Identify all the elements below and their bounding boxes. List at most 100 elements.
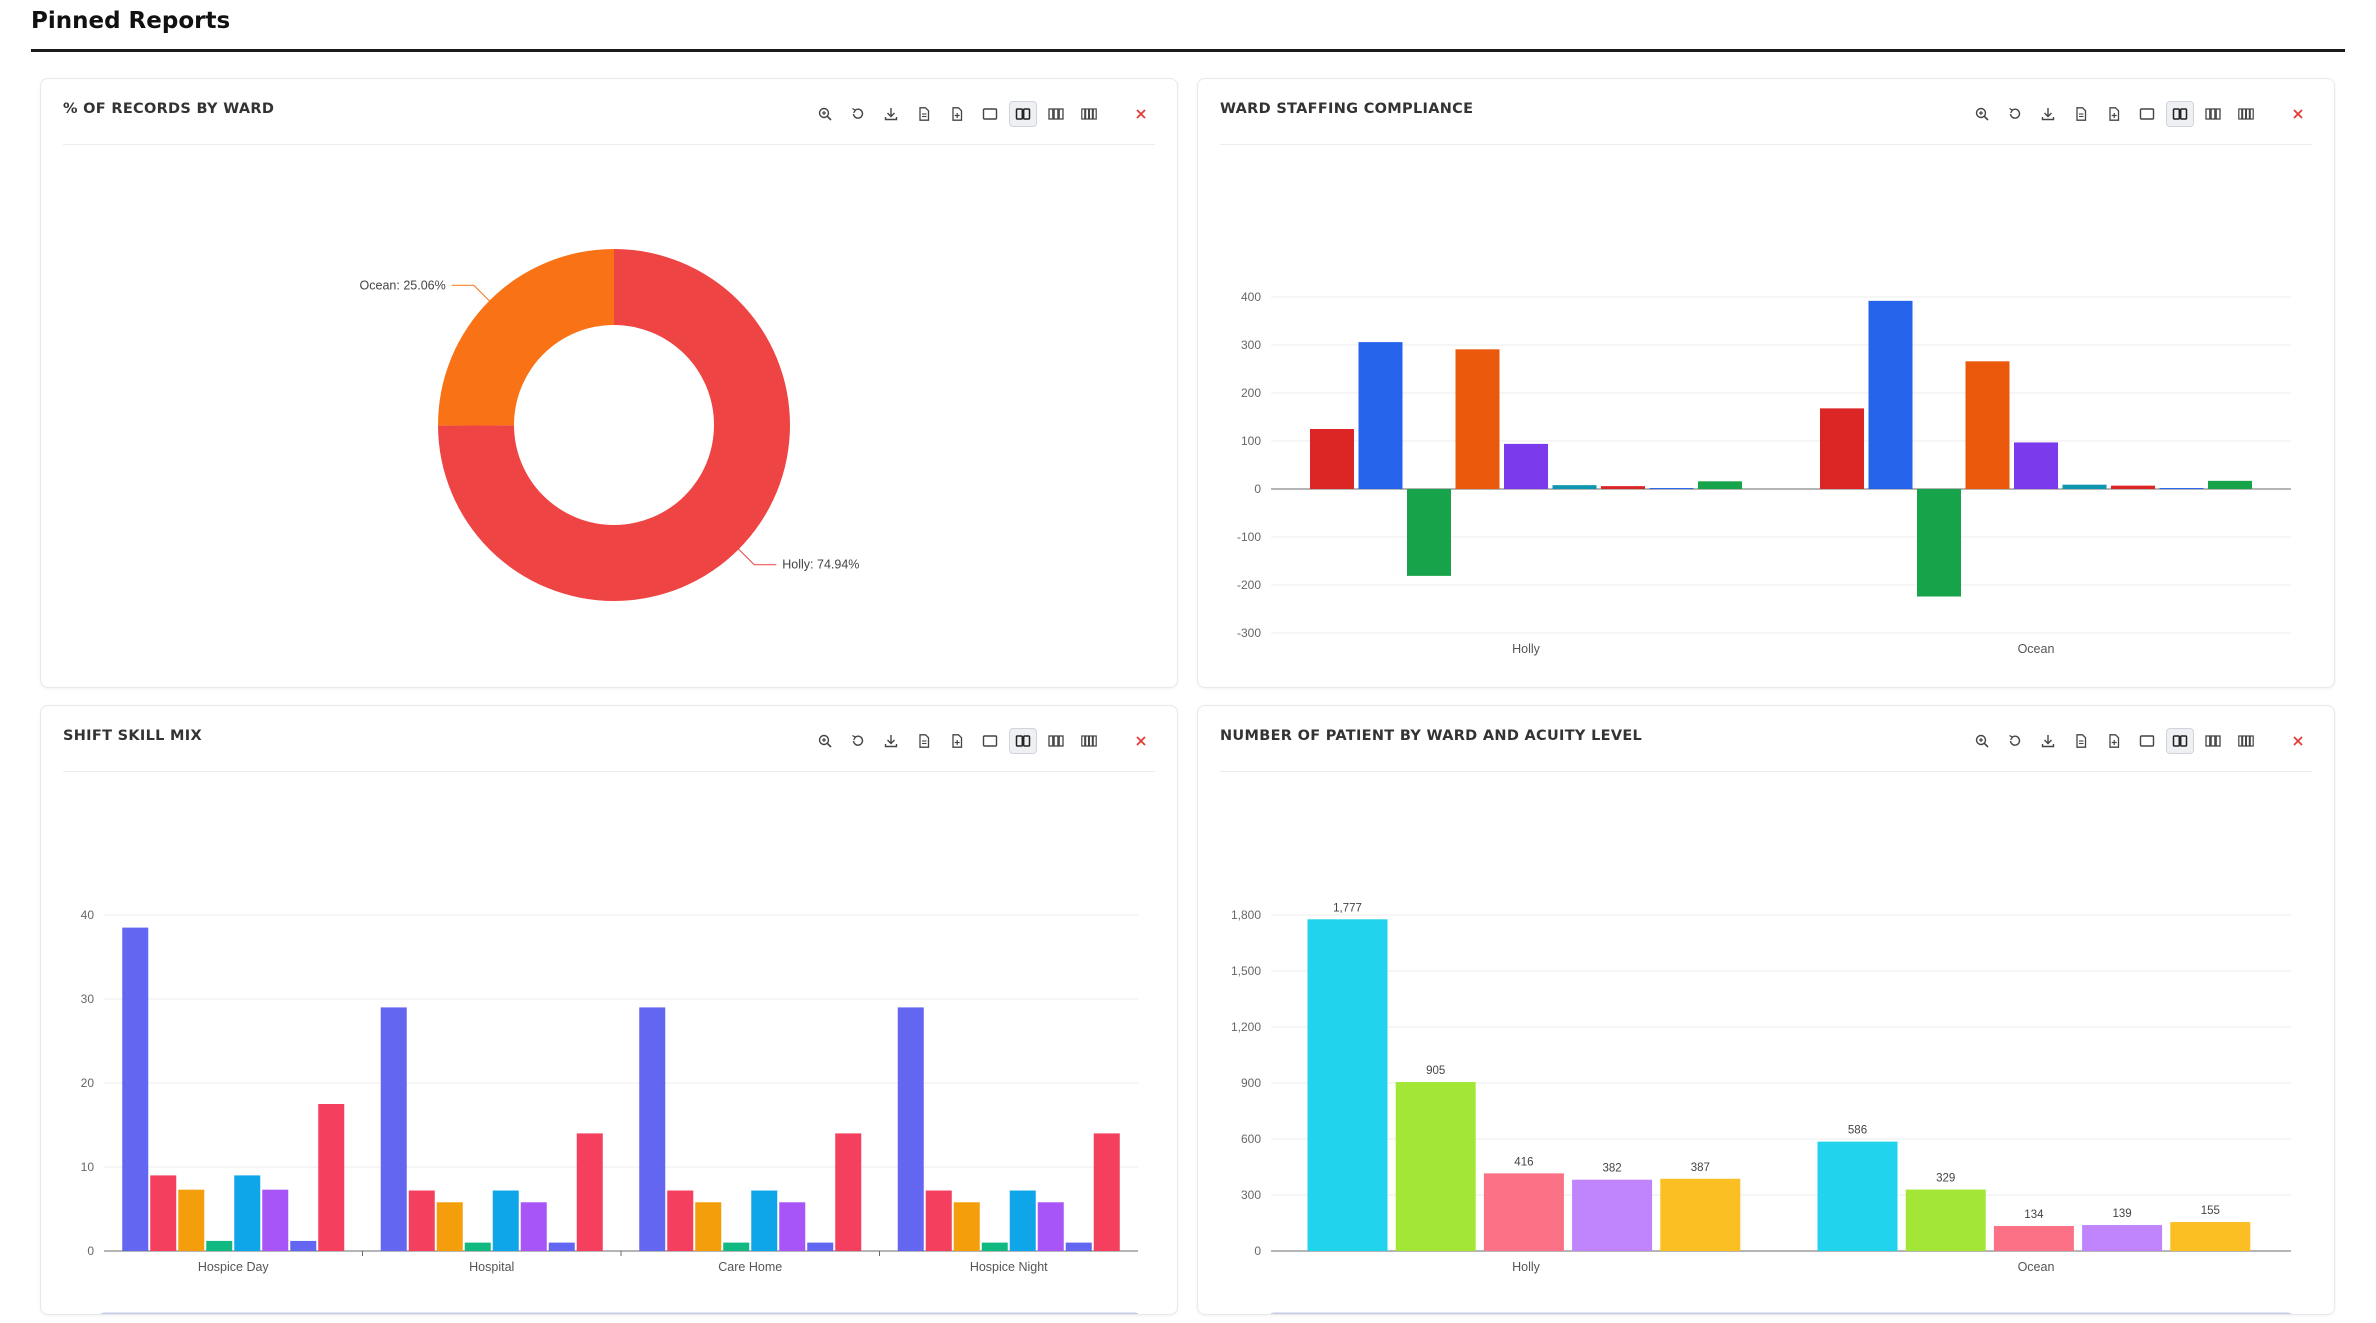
bar <box>380 1007 407 1251</box>
pie-slice <box>438 249 614 426</box>
bar <box>2062 484 2107 489</box>
close-button[interactable] <box>1127 101 1155 127</box>
card-toolbar <box>1963 728 2312 754</box>
bar <box>835 1133 862 1251</box>
close-button[interactable] <box>2284 728 2312 754</box>
layout-2-col-button[interactable] <box>2166 101 2194 127</box>
zoom-button[interactable] <box>811 101 839 127</box>
bar <box>1093 1133 1120 1251</box>
bar <box>925 1190 952 1251</box>
layout-4-col-button[interactable] <box>1075 101 1103 127</box>
layout-3-col-button[interactable] <box>2199 101 2227 127</box>
bar <box>1993 1225 2074 1251</box>
y-tick-label: 30 <box>81 992 95 1006</box>
bar <box>1037 1202 1064 1251</box>
card-toolbar <box>806 728 1155 754</box>
download-icon <box>2041 735 2055 748</box>
bar <box>897 1007 924 1251</box>
export-csv-button[interactable] <box>943 101 971 127</box>
bar <box>290 1240 317 1251</box>
bar <box>492 1190 519 1251</box>
chart-svg: 1,800 1,500 1,200 900 600 300 0 1,777 905 416 382 3… <box>1231 902 2291 1314</box>
layout-1-col-button[interactable] <box>976 101 1004 127</box>
export-pdf-icon <box>919 107 930 121</box>
layout-4-col-button[interactable] <box>2232 101 2260 127</box>
layout-4-col-button[interactable] <box>2232 728 2260 754</box>
bar <box>2082 1225 2163 1251</box>
bar <box>408 1190 435 1251</box>
download-button[interactable] <box>2034 101 2062 127</box>
zoom-icon <box>818 107 832 121</box>
bar-value-label: 905 <box>1426 1065 1445 1077</box>
bar <box>576 1133 603 1251</box>
layout-1-col-icon <box>982 735 998 747</box>
zoom-button[interactable] <box>811 728 839 754</box>
layout-4-col-button[interactable] <box>1075 728 1103 754</box>
layout-1-col-button[interactable] <box>976 728 1004 754</box>
bar <box>639 1007 666 1251</box>
bar <box>2159 488 2204 490</box>
close-button[interactable] <box>1127 728 1155 754</box>
layout-2-col-button[interactable] <box>1009 728 1037 754</box>
layout-4-col-icon <box>1081 108 1097 120</box>
layout-2-col-icon <box>2172 735 2188 747</box>
layout-2-col-button[interactable] <box>2166 728 2194 754</box>
export-csv-button[interactable] <box>2100 101 2128 127</box>
reset-button[interactable] <box>844 728 872 754</box>
bar <box>1065 1242 1092 1251</box>
bar <box>1649 488 1694 490</box>
reset-button[interactable] <box>2001 101 2029 127</box>
layout-4-col-icon <box>2238 108 2254 120</box>
close-button[interactable] <box>2284 101 2312 127</box>
bar <box>1483 1173 1564 1251</box>
y-tick-label: 200 <box>1241 386 1261 400</box>
layout-3-col-button[interactable] <box>1042 101 1070 127</box>
layout-1-col-button[interactable] <box>2133 728 2161 754</box>
export-pdf-button[interactable] <box>910 101 938 127</box>
bar-value-label: 382 <box>1603 1163 1622 1175</box>
x-tick-label: Ocean <box>2018 1260 2055 1274</box>
bar <box>1572 1179 1653 1251</box>
reset-button[interactable] <box>2001 728 2029 754</box>
layout-3-col-button[interactable] <box>1042 728 1070 754</box>
export-pdf-icon <box>2076 734 2087 748</box>
bar <box>1817 1141 1898 1251</box>
bar <box>1552 485 1597 489</box>
bar <box>1310 429 1354 489</box>
y-tick-label: 0 <box>87 1244 94 1258</box>
layout-3-col-icon <box>2205 108 2221 120</box>
close-icon <box>2293 109 2303 119</box>
download-button[interactable] <box>2034 728 2062 754</box>
reset-button[interactable] <box>844 101 872 127</box>
bar-value-label: 139 <box>2113 1208 2132 1220</box>
export-csv-icon <box>2109 734 2120 748</box>
reset-icon <box>2009 734 2021 746</box>
download-button[interactable] <box>877 101 905 127</box>
card-toolbar <box>1963 101 2312 127</box>
export-csv-button[interactable] <box>943 728 971 754</box>
export-pdf-button[interactable] <box>910 728 938 754</box>
bar <box>436 1202 463 1251</box>
export-csv-button[interactable] <box>2100 728 2128 754</box>
download-icon <box>884 735 898 748</box>
bar <box>695 1202 722 1251</box>
bar <box>178 1189 205 1251</box>
bar <box>2111 485 2155 489</box>
layout-3-col-button[interactable] <box>2199 728 2227 754</box>
layout-1-col-button[interactable] <box>2133 101 2161 127</box>
bar <box>1601 486 1645 489</box>
export-pdf-button[interactable] <box>2067 728 2095 754</box>
download-button[interactable] <box>877 728 905 754</box>
bar <box>318 1104 345 1251</box>
bar <box>464 1242 491 1251</box>
bar <box>1009 1190 1036 1251</box>
reset-icon <box>852 107 864 119</box>
y-tick-label: 300 <box>1241 338 1261 352</box>
download-icon <box>884 108 898 121</box>
zoom-button[interactable] <box>1968 728 1996 754</box>
zoom-slider-handle <box>101 1313 1138 1314</box>
export-pdf-button[interactable] <box>2067 101 2095 127</box>
zoom-button[interactable] <box>1968 101 1996 127</box>
bar <box>1820 408 1864 489</box>
layout-2-col-button[interactable] <box>1009 101 1037 127</box>
